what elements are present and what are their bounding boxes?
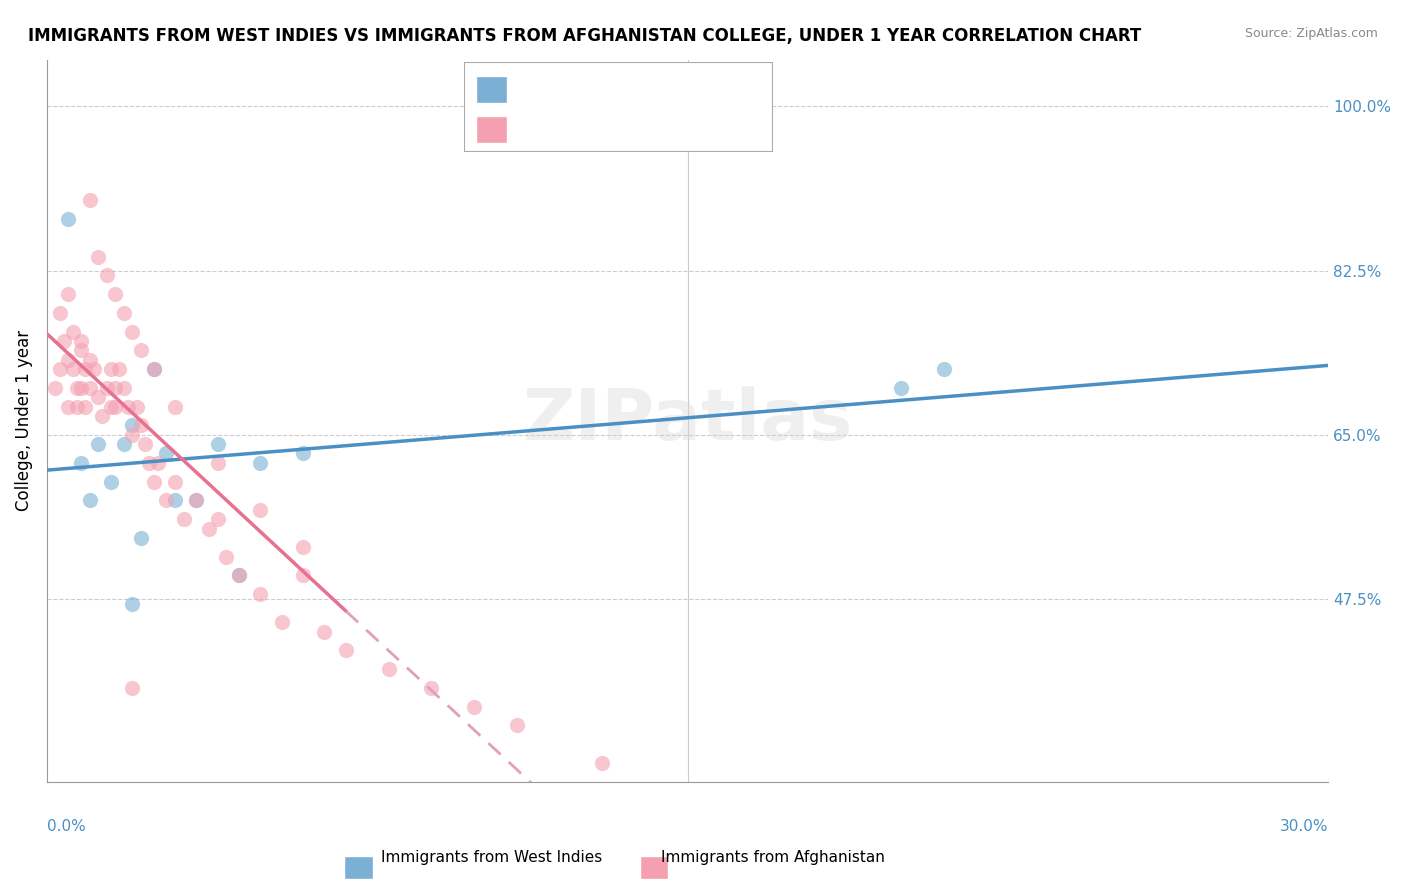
Point: [249, 456, 271, 470]
Point: [100, 475, 122, 489]
Point: [121, 418, 143, 433]
Point: [62, 362, 84, 376]
Point: [87, 390, 110, 404]
Point: [142, 475, 165, 489]
Point: [112, 381, 135, 395]
Point: [377, 662, 399, 676]
Point: [96, 268, 118, 283]
Point: [207, 512, 229, 526]
Point: [52, 334, 75, 348]
Y-axis label: College, Under 1 year: College, Under 1 year: [15, 330, 32, 511]
Point: [104, 287, 127, 301]
Bar: [477, 116, 508, 143]
Point: [292, 568, 315, 582]
Point: [249, 502, 271, 516]
Point: [292, 541, 315, 555]
Point: [420, 681, 443, 695]
Point: [215, 549, 238, 564]
Point: [207, 437, 229, 451]
Point: [70, 343, 93, 358]
Point: [100, 362, 122, 376]
Point: [104, 381, 127, 395]
Point: [270, 615, 292, 630]
Text: 30.0%: 30.0%: [1279, 819, 1329, 834]
Text: Source: ZipAtlas.com: Source: ZipAtlas.com: [1244, 27, 1378, 40]
Point: [104, 400, 127, 414]
Point: [228, 568, 250, 582]
Point: [129, 418, 152, 433]
Point: [58, 400, 80, 414]
Point: [66, 400, 89, 414]
Point: [70, 456, 93, 470]
Point: [121, 597, 143, 611]
Point: [155, 493, 177, 508]
Point: [314, 624, 336, 639]
Point: [96, 381, 118, 395]
Point: [173, 512, 195, 526]
Point: [125, 400, 148, 414]
Point: [890, 381, 912, 395]
Point: [66, 381, 89, 395]
Point: [79, 493, 101, 508]
Point: [335, 643, 357, 657]
Point: [62, 325, 84, 339]
Point: [79, 381, 101, 395]
Point: [121, 681, 143, 695]
Point: [70, 334, 93, 348]
Text: Immigrants from Afghanistan: Immigrants from Afghanistan: [661, 850, 886, 865]
Text: R = -0.116   N = 67: R = -0.116 N = 67: [520, 122, 682, 136]
Point: [505, 718, 527, 732]
Point: [463, 699, 485, 714]
Point: [75, 400, 97, 414]
Text: 0.0%: 0.0%: [46, 819, 86, 834]
Point: [591, 756, 613, 770]
Point: [129, 343, 152, 358]
Point: [58, 287, 80, 301]
Point: [129, 531, 152, 545]
Point: [163, 493, 186, 508]
Point: [292, 446, 315, 460]
Point: [44, 381, 66, 395]
Point: [121, 325, 143, 339]
Point: [58, 212, 80, 227]
Point: [186, 493, 208, 508]
Point: [155, 446, 177, 460]
Point: [48, 306, 70, 320]
Point: [112, 437, 135, 451]
Point: [108, 362, 131, 376]
Point: [142, 362, 165, 376]
Bar: [477, 76, 508, 103]
Point: [186, 493, 208, 508]
Point: [87, 250, 110, 264]
Point: [163, 475, 186, 489]
Point: [142, 362, 165, 376]
Point: [121, 427, 143, 442]
Point: [91, 409, 114, 423]
Point: [112, 306, 135, 320]
Point: [48, 362, 70, 376]
Point: [198, 521, 221, 535]
Point: [58, 352, 80, 367]
Point: [207, 456, 229, 470]
Point: [117, 400, 139, 414]
Point: [138, 456, 160, 470]
Point: [932, 362, 955, 376]
Point: [134, 437, 156, 451]
Point: [100, 400, 122, 414]
FancyBboxPatch shape: [464, 62, 773, 152]
Text: IMMIGRANTS FROM WEST INDIES VS IMMIGRANTS FROM AFGHANISTAN COLLEGE, UNDER 1 YEAR: IMMIGRANTS FROM WEST INDIES VS IMMIGRANT…: [28, 27, 1142, 45]
Point: [87, 437, 110, 451]
Point: [83, 362, 105, 376]
Point: [228, 568, 250, 582]
Point: [146, 456, 169, 470]
Text: Immigrants from West Indies: Immigrants from West Indies: [381, 850, 603, 865]
Point: [79, 352, 101, 367]
Point: [163, 400, 186, 414]
Point: [79, 194, 101, 208]
Point: [70, 381, 93, 395]
Text: R = 0.346   N = 19: R = 0.346 N = 19: [520, 82, 676, 96]
Point: [75, 362, 97, 376]
Point: [249, 587, 271, 601]
Text: ZIPatlas: ZIPatlas: [523, 386, 852, 455]
